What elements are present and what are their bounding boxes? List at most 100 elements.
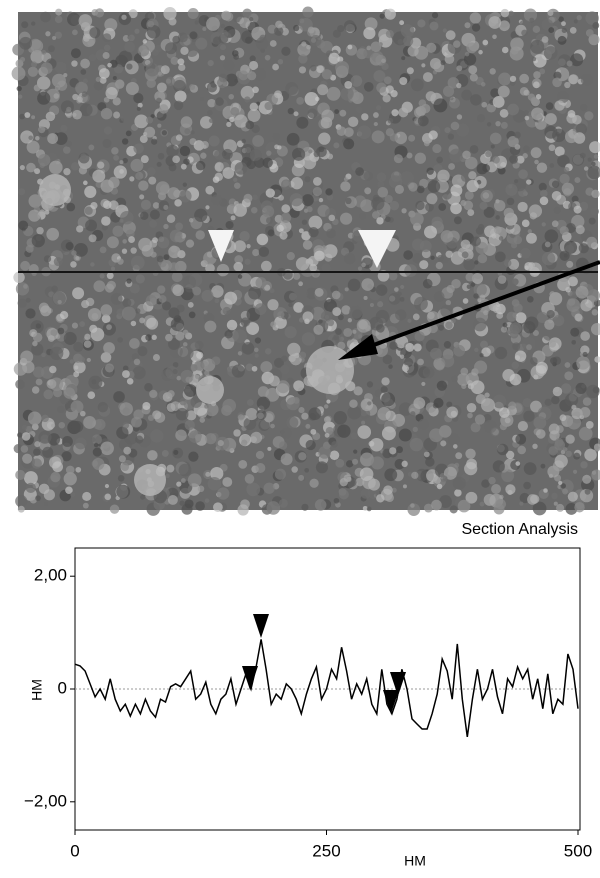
- afm-grain: [208, 118, 214, 124]
- y-tick-label: 2,00: [34, 566, 67, 585]
- afm-grain: [71, 60, 78, 67]
- afm-grain: [232, 12, 243, 23]
- afm-grain: [431, 499, 442, 511]
- afm-grain: [552, 314, 565, 327]
- afm-grain: [194, 360, 205, 371]
- afm-grain: [533, 54, 547, 68]
- afm-grain: [440, 60, 446, 66]
- afm-grain: [495, 303, 501, 308]
- afm-grain: [233, 429, 241, 437]
- afm-grain: [208, 165, 214, 171]
- afm-grain: [130, 158, 144, 172]
- afm-grain: [163, 204, 169, 210]
- afm-grain: [237, 504, 249, 516]
- afm-grain: [255, 450, 265, 460]
- afm-grain: [178, 63, 186, 72]
- afm-grain: [585, 11, 599, 25]
- afm-grain: [453, 216, 462, 225]
- afm-grain: [158, 104, 169, 114]
- afm-grain: [399, 296, 405, 302]
- afm-grain: [28, 135, 33, 141]
- afm-grain: [216, 487, 230, 500]
- afm-grain: [592, 386, 600, 394]
- afm-grain: [126, 63, 133, 70]
- afm-grain: [343, 327, 353, 337]
- afm-grain: [80, 153, 87, 159]
- afm-grain: [482, 39, 489, 46]
- afm-grain: [122, 365, 129, 372]
- afm-grain: [18, 188, 26, 196]
- afm-grain: [257, 386, 269, 398]
- afm-grain: [168, 307, 180, 319]
- afm-grain: [124, 41, 136, 53]
- afm-grain: [179, 346, 194, 361]
- afm-grain: [246, 160, 256, 170]
- afm-grain: [37, 91, 51, 105]
- afm-grain: [363, 82, 374, 92]
- afm-grain: [591, 469, 600, 481]
- afm-grain: [324, 416, 331, 424]
- afm-grain: [514, 131, 521, 139]
- afm-grain: [443, 466, 457, 480]
- afm-grain: [553, 501, 558, 506]
- afm-grain: [320, 310, 333, 322]
- afm-grain: [83, 340, 92, 348]
- afm-grain: [308, 255, 319, 267]
- afm-grain: [95, 76, 101, 82]
- afm-grain: [234, 255, 244, 264]
- afm-grain: [410, 411, 416, 417]
- afm-grain: [486, 102, 497, 113]
- x-tick-label: 250: [312, 841, 340, 860]
- afm-grain: [205, 205, 210, 210]
- afm-grain: [469, 145, 479, 154]
- afm-grain: [72, 112, 77, 117]
- afm-grain: [592, 22, 600, 29]
- afm-grain: [439, 495, 452, 509]
- afm-grain: [34, 441, 41, 448]
- afm-grain: [361, 262, 366, 268]
- afm-grain: [521, 337, 536, 351]
- afm-grain: [323, 404, 329, 409]
- afm-grain: [549, 430, 560, 441]
- afm-grain: [121, 14, 127, 20]
- afm-grain: [188, 451, 199, 462]
- afm-grain: [317, 84, 329, 96]
- afm-grain: [46, 379, 57, 389]
- afm-grain: [88, 234, 97, 243]
- afm-grain: [359, 212, 367, 220]
- afm-grain: [260, 361, 273, 374]
- afm-grain: [15, 282, 30, 296]
- afm-grain: [139, 135, 148, 144]
- afm-grain: [204, 320, 217, 333]
- afm-grain: [376, 82, 387, 93]
- afm-grain: [499, 407, 510, 419]
- afm-grain: [25, 244, 34, 253]
- afm-grain: [298, 54, 308, 64]
- afm-grain: [372, 211, 380, 219]
- afm-grain: [79, 410, 86, 417]
- afm-grain: [219, 29, 229, 39]
- afm-grain: [75, 256, 80, 261]
- afm-grain: [490, 144, 495, 149]
- afm-grain: [102, 33, 112, 43]
- afm-grain: [100, 352, 112, 363]
- afm-grain: [251, 365, 258, 372]
- afm-grain: [544, 398, 552, 406]
- afm-grain: [225, 220, 234, 230]
- afm-grain: [434, 360, 445, 371]
- afm-grain: [468, 65, 478, 75]
- afm-grain: [113, 391, 125, 403]
- afm-grain: [452, 476, 466, 490]
- afm-grain: [431, 12, 439, 19]
- afm-grain: [173, 449, 179, 455]
- afm-grain: [565, 450, 572, 458]
- afm-grain: [243, 193, 253, 203]
- afm-grain: [53, 388, 63, 398]
- afm-grain: [593, 154, 599, 159]
- afm-grain: [224, 291, 238, 305]
- afm-grain: [165, 333, 173, 342]
- afm-grain: [429, 21, 439, 31]
- afm-grain: [17, 298, 28, 308]
- afm-grain: [25, 297, 31, 303]
